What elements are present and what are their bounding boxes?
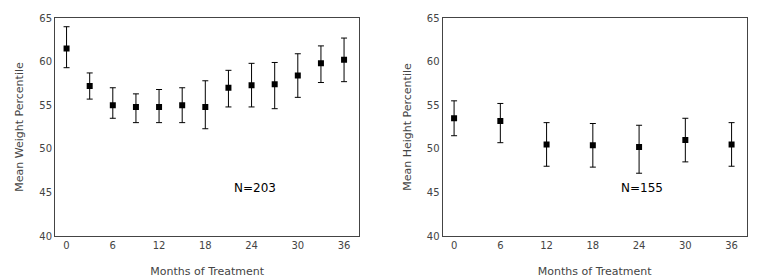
svg-text:N=155: N=155 — [621, 181, 663, 195]
svg-text:60: 60 — [39, 56, 52, 67]
svg-text:6: 6 — [110, 240, 116, 251]
svg-text:55: 55 — [39, 100, 52, 111]
svg-text:55: 55 — [427, 100, 440, 111]
svg-text:12: 12 — [153, 240, 166, 251]
svg-text:40: 40 — [427, 231, 440, 242]
svg-text:N=203: N=203 — [234, 181, 276, 195]
svg-text:45: 45 — [427, 187, 440, 198]
svg-text:Months of Treatment: Months of Treatment — [538, 265, 652, 278]
svg-text:Mean Height Percentile: Mean Height Percentile — [401, 63, 414, 191]
svg-text:50: 50 — [39, 143, 52, 154]
svg-text:45: 45 — [39, 187, 52, 198]
svg-text:Mean Weight Percentile: Mean Weight Percentile — [13, 62, 26, 192]
svg-text:12: 12 — [540, 240, 553, 251]
svg-text:30: 30 — [291, 240, 304, 251]
svg-text:Months of Treatment: Months of Treatment — [150, 265, 264, 278]
svg-text:65: 65 — [39, 13, 52, 24]
svg-text:18: 18 — [199, 240, 212, 251]
svg-text:0: 0 — [451, 240, 457, 251]
svg-text:24: 24 — [633, 240, 646, 251]
svg-text:18: 18 — [586, 240, 599, 251]
svg-text:6: 6 — [497, 240, 503, 251]
svg-text:50: 50 — [427, 143, 440, 154]
svg-text:36: 36 — [725, 240, 738, 251]
svg-text:30: 30 — [679, 240, 692, 251]
svg-text:40: 40 — [39, 231, 52, 242]
svg-text:0: 0 — [63, 240, 69, 251]
svg-text:60: 60 — [427, 56, 440, 67]
svg-text:65: 65 — [427, 13, 440, 24]
svg-text:24: 24 — [245, 240, 258, 251]
svg-text:36: 36 — [338, 240, 351, 251]
